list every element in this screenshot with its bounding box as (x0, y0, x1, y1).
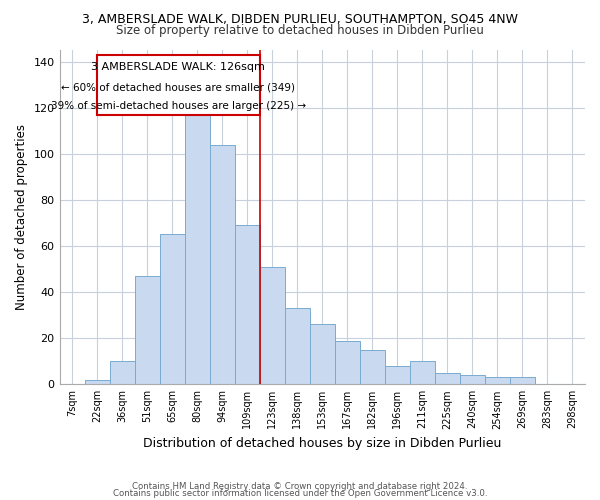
Bar (485, 378, 510, 384)
Bar (285, 308, 310, 384)
Bar (134, 276, 160, 384)
Bar (209, 144, 235, 384)
Bar (85, 380, 110, 384)
Text: ← 60% of detached houses are smaller (349): ← 60% of detached houses are smaller (34… (61, 82, 295, 92)
Text: Contains public sector information licensed under the Open Government Licence v3: Contains public sector information licen… (113, 490, 487, 498)
Bar (435, 373, 460, 384)
Bar (260, 266, 285, 384)
Text: 3 AMBERSLADE WALK: 126sqm: 3 AMBERSLADE WALK: 126sqm (91, 62, 265, 72)
Bar (510, 378, 535, 384)
Bar (235, 225, 260, 384)
Bar (410, 361, 435, 384)
Text: Size of property relative to detached houses in Dibden Purlieu: Size of property relative to detached ho… (116, 24, 484, 37)
Text: 39% of semi-detached houses are larger (225) →: 39% of semi-detached houses are larger (… (51, 101, 306, 111)
Text: Contains HM Land Registry data © Crown copyright and database right 2024.: Contains HM Land Registry data © Crown c… (132, 482, 468, 491)
Bar (335, 340, 360, 384)
Bar (460, 375, 485, 384)
X-axis label: Distribution of detached houses by size in Dibden Purlieu: Distribution of detached houses by size … (143, 437, 502, 450)
Text: 3, AMBERSLADE WALK, DIBDEN PURLIEU, SOUTHAMPTON, SO45 4NW: 3, AMBERSLADE WALK, DIBDEN PURLIEU, SOUT… (82, 12, 518, 26)
FancyBboxPatch shape (97, 54, 260, 114)
Bar (310, 324, 335, 384)
Bar (160, 234, 185, 384)
Bar (110, 361, 134, 384)
Bar (360, 350, 385, 384)
Y-axis label: Number of detached properties: Number of detached properties (15, 124, 28, 310)
Bar (185, 114, 209, 384)
Bar (385, 366, 410, 384)
